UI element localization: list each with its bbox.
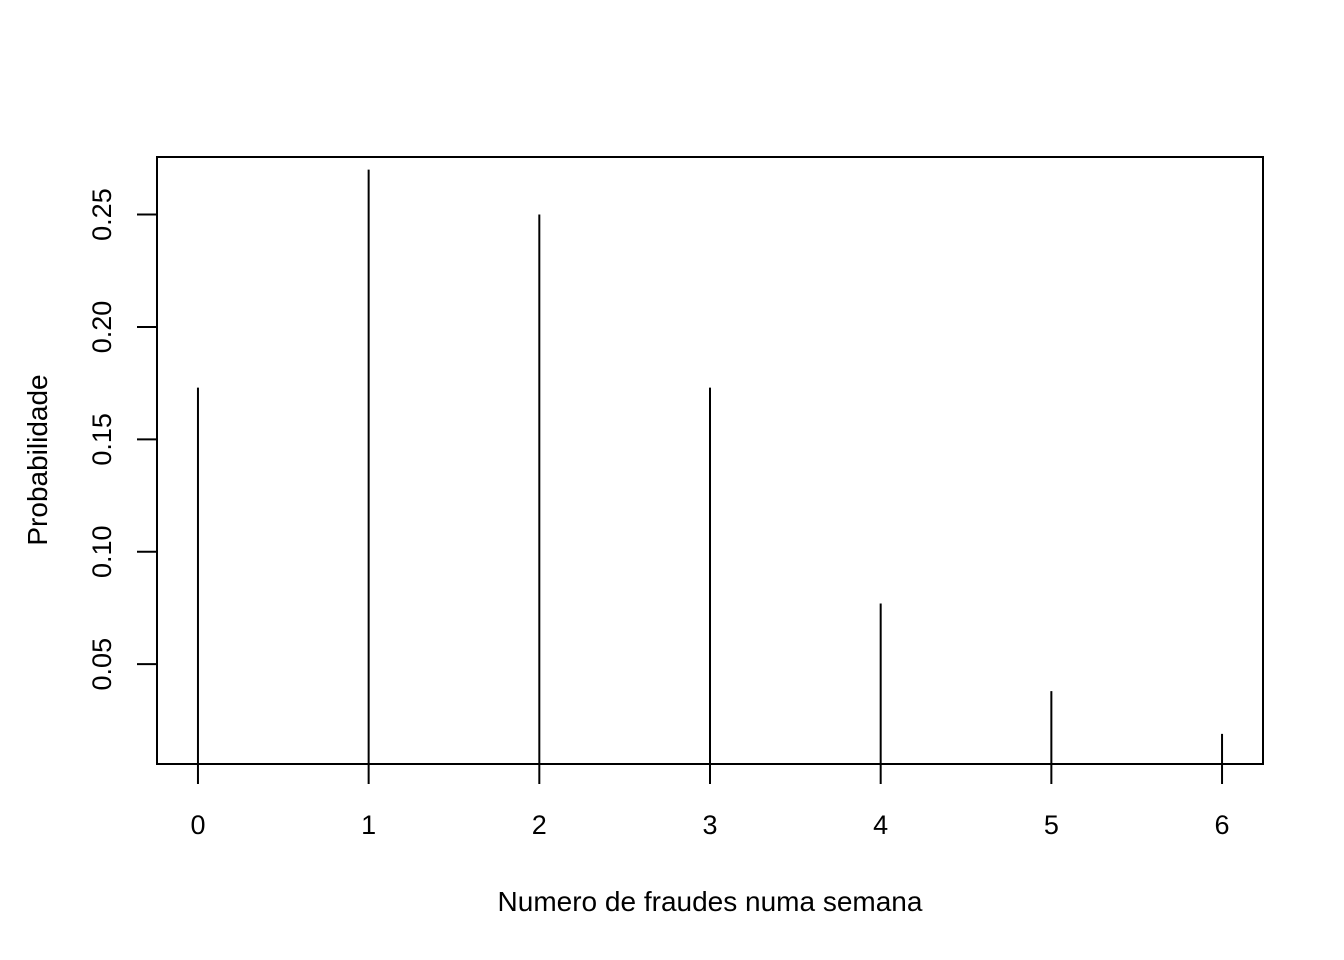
x-tick-label: 2 <box>532 810 547 840</box>
x-tick-label: 3 <box>702 810 717 840</box>
bars <box>196 169 1224 764</box>
y-tick-label: 0.20 <box>87 301 117 354</box>
x-tick-label: 6 <box>1215 810 1230 840</box>
x-tick-label: 4 <box>873 810 888 840</box>
x-tick-label: 5 <box>1044 810 1059 840</box>
x-axis-label: Numero de fraudes numa semana <box>498 886 923 917</box>
y-tick-label: 0.15 <box>87 413 117 466</box>
y-axis-label: Probabilidade <box>22 374 53 545</box>
y-axis: 0.05 0.10 0.15 0.20 0.25 <box>87 188 157 690</box>
x-tick-label: 1 <box>361 810 376 840</box>
y-tick-label: 0.05 <box>87 638 117 691</box>
y-tick-label: 0.10 <box>87 525 117 578</box>
y-tick-label: 0.25 <box>87 188 117 241</box>
x-axis: 0 1 2 3 4 5 6 <box>190 764 1230 840</box>
x-tick-label: 0 <box>190 810 205 840</box>
